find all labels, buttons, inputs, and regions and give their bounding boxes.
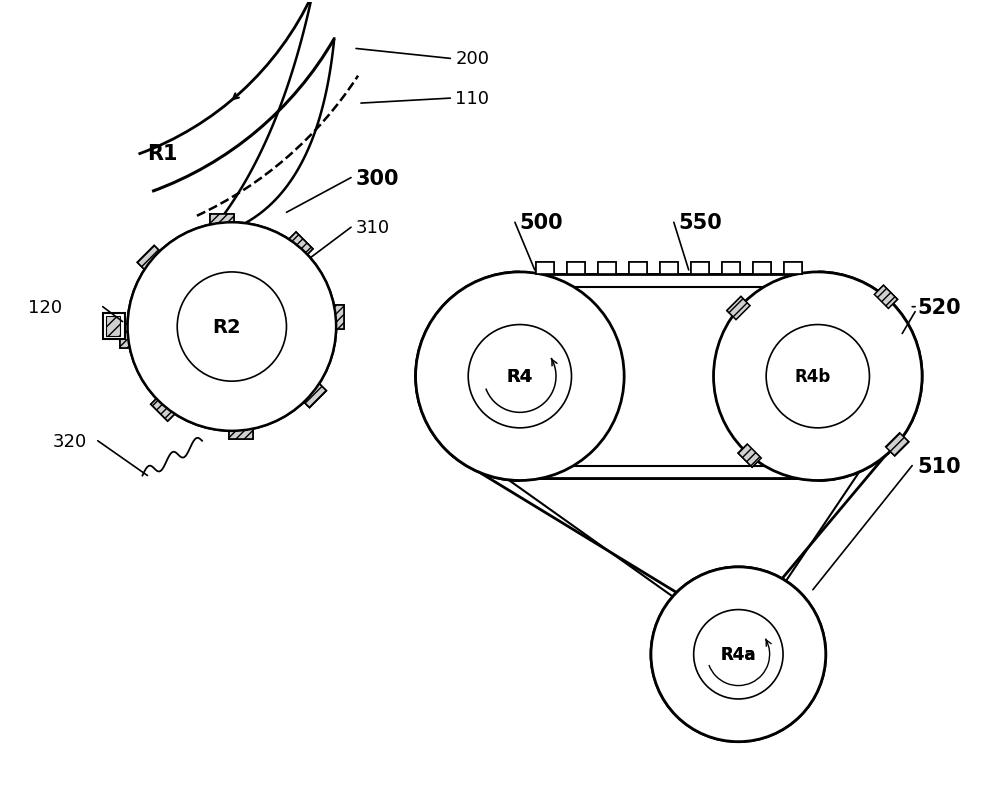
Bar bbox=[567, 263, 585, 275]
Polygon shape bbox=[151, 393, 179, 422]
Text: 320: 320 bbox=[53, 432, 87, 450]
Polygon shape bbox=[738, 444, 761, 468]
Polygon shape bbox=[886, 433, 909, 457]
Bar bbox=[536, 263, 554, 275]
Bar bbox=[660, 263, 678, 275]
Bar bbox=[106, 316, 120, 337]
Bar bbox=[784, 263, 802, 275]
Circle shape bbox=[766, 325, 869, 428]
Text: 120: 120 bbox=[28, 298, 62, 316]
Polygon shape bbox=[328, 306, 344, 329]
Bar bbox=[722, 263, 740, 275]
Text: 510: 510 bbox=[917, 456, 961, 476]
Bar bbox=[598, 263, 616, 275]
Polygon shape bbox=[298, 380, 326, 408]
Polygon shape bbox=[137, 247, 165, 274]
Bar bbox=[660, 263, 678, 275]
Polygon shape bbox=[886, 433, 909, 457]
Bar bbox=[753, 263, 771, 275]
Bar bbox=[536, 263, 554, 275]
Polygon shape bbox=[210, 215, 234, 231]
Circle shape bbox=[651, 567, 826, 742]
Polygon shape bbox=[738, 444, 761, 468]
Polygon shape bbox=[229, 423, 253, 440]
Circle shape bbox=[766, 325, 869, 428]
Polygon shape bbox=[120, 324, 136, 349]
Text: 550: 550 bbox=[679, 213, 723, 233]
Polygon shape bbox=[229, 423, 253, 440]
Bar bbox=[629, 263, 647, 275]
Polygon shape bbox=[120, 324, 136, 349]
Bar bbox=[629, 263, 647, 275]
Text: R4: R4 bbox=[507, 367, 533, 386]
Polygon shape bbox=[727, 297, 750, 320]
Text: 500: 500 bbox=[520, 213, 563, 233]
Circle shape bbox=[714, 272, 922, 481]
Polygon shape bbox=[520, 275, 818, 479]
Circle shape bbox=[128, 223, 336, 431]
Circle shape bbox=[128, 223, 336, 431]
Polygon shape bbox=[874, 286, 898, 309]
Circle shape bbox=[694, 610, 783, 699]
Circle shape bbox=[468, 325, 572, 428]
Polygon shape bbox=[874, 286, 898, 309]
Polygon shape bbox=[328, 306, 344, 329]
Bar bbox=[567, 263, 585, 275]
Bar bbox=[784, 263, 802, 275]
Text: 520: 520 bbox=[917, 298, 961, 317]
Text: R4: R4 bbox=[507, 367, 533, 386]
Polygon shape bbox=[210, 215, 234, 231]
Text: R2: R2 bbox=[213, 318, 241, 337]
Text: 300: 300 bbox=[356, 169, 399, 188]
Text: R4b: R4b bbox=[795, 367, 831, 386]
Polygon shape bbox=[137, 247, 165, 274]
Circle shape bbox=[468, 325, 572, 428]
Text: R4a: R4a bbox=[721, 646, 756, 663]
Circle shape bbox=[416, 272, 624, 481]
Text: 310: 310 bbox=[356, 219, 390, 237]
Bar bbox=[691, 263, 709, 275]
Text: 200: 200 bbox=[455, 50, 489, 68]
Text: 110: 110 bbox=[455, 90, 489, 108]
Text: R4a: R4a bbox=[721, 646, 756, 663]
Bar bbox=[598, 263, 616, 275]
Circle shape bbox=[177, 272, 286, 382]
Polygon shape bbox=[285, 233, 313, 261]
Text: R4b: R4b bbox=[795, 367, 831, 386]
Bar bbox=[753, 263, 771, 275]
Polygon shape bbox=[285, 233, 313, 261]
Circle shape bbox=[694, 610, 783, 699]
Text: R1: R1 bbox=[147, 144, 178, 164]
Bar bbox=[722, 263, 740, 275]
Text: R2: R2 bbox=[213, 318, 241, 337]
Bar bbox=[691, 263, 709, 275]
Polygon shape bbox=[727, 297, 750, 320]
Polygon shape bbox=[298, 380, 326, 408]
Circle shape bbox=[651, 567, 826, 742]
Polygon shape bbox=[151, 393, 179, 422]
Bar bbox=[103, 313, 125, 340]
